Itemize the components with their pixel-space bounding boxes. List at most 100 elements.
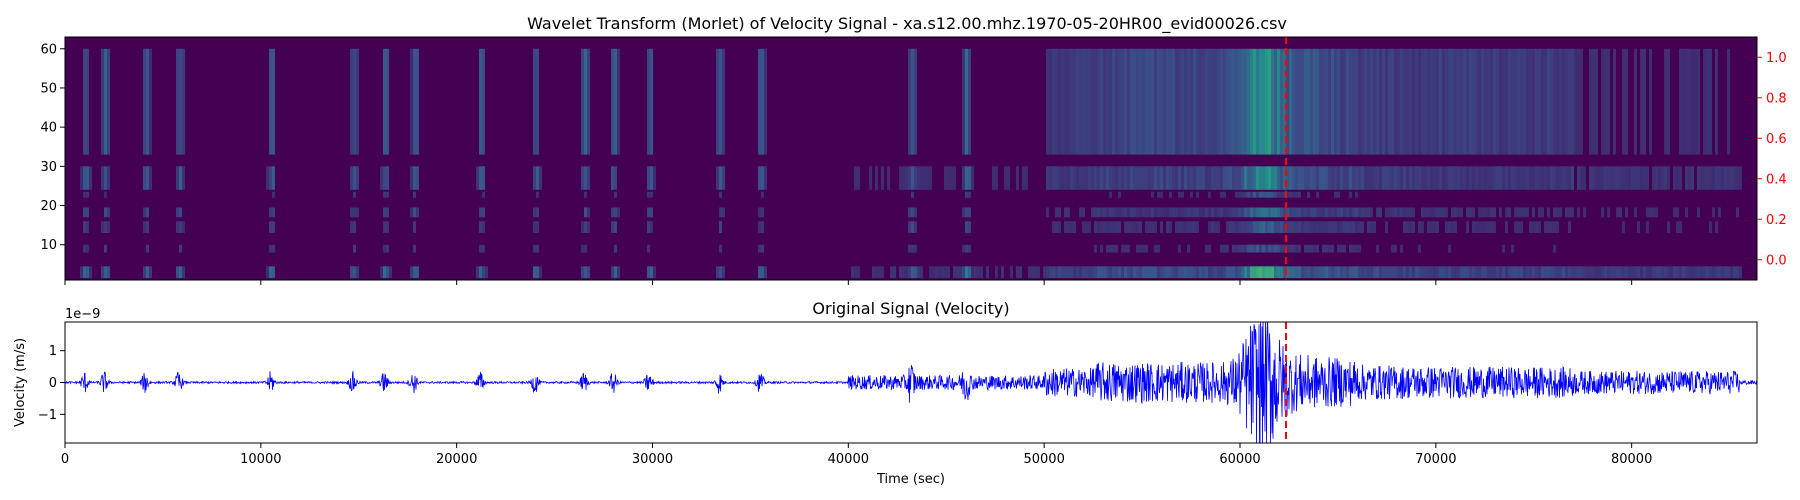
heatmap-cell — [350, 207, 353, 218]
heatmap-cell — [1571, 166, 1574, 190]
heatmap-cell — [1310, 244, 1313, 253]
heatmap-cell — [1073, 48, 1076, 155]
heatmap-cell — [1394, 207, 1397, 218]
wavelet-ytick-label: 10 — [40, 238, 57, 253]
heatmap-cell — [1160, 266, 1163, 279]
heatmap-cell — [1400, 244, 1403, 253]
heatmap-cell — [1499, 48, 1502, 155]
heatmap-cell — [1418, 244, 1421, 253]
heatmap-cell — [1076, 266, 1079, 279]
heatmap-cell — [1313, 244, 1316, 253]
wavelet-ytick-label: 50 — [40, 81, 57, 96]
heatmap-cell — [1244, 48, 1247, 155]
heatmap-cell — [1715, 48, 1718, 155]
heatmap-cell — [1139, 244, 1142, 253]
heatmap-cell — [584, 191, 587, 198]
heatmap-cell — [1271, 207, 1274, 218]
heatmap-cell — [107, 266, 110, 279]
heatmap-cell — [611, 166, 614, 190]
heatmap-cell — [1364, 207, 1367, 218]
heatmap-cell — [1622, 266, 1625, 279]
heatmap-cell — [1214, 207, 1217, 218]
heatmap-cell — [86, 48, 89, 155]
heatmap-cell — [722, 266, 725, 279]
heatmap-cell — [1217, 48, 1220, 155]
heatmap-cell — [107, 221, 110, 233]
heatmap-cell — [1670, 266, 1673, 279]
heatmap-cell — [386, 191, 389, 198]
heatmap-cell — [1355, 166, 1358, 190]
heatmap-cell — [647, 266, 650, 279]
heatmap-cell — [869, 166, 872, 190]
heatmap-cell — [899, 166, 902, 190]
heatmap-cell — [1517, 207, 1520, 218]
heatmap-cell — [1271, 48, 1274, 155]
heatmap-cell — [386, 266, 389, 279]
heatmap-cell — [1502, 48, 1505, 155]
heatmap-cell — [1070, 221, 1073, 233]
heatmap-cell — [1625, 207, 1628, 218]
heatmap-cell — [386, 221, 389, 233]
heatmap-cell — [533, 266, 536, 279]
heatmap-cell — [1016, 266, 1019, 279]
heatmap-cell — [1316, 221, 1319, 233]
heatmap-cell — [1634, 166, 1637, 190]
heatmap-cell — [1673, 207, 1676, 218]
heatmap-cell — [1688, 166, 1691, 190]
heatmap-cell — [1223, 48, 1226, 155]
heatmap-cell — [1532, 266, 1535, 279]
heatmap-cell — [1187, 221, 1190, 233]
signal-ytick-label: −1 — [38, 408, 57, 423]
heatmap-cell — [107, 166, 110, 190]
heatmap-cell — [911, 207, 914, 218]
heatmap-cell — [416, 207, 419, 218]
heatmap-cell — [413, 266, 416, 279]
heatmap-cell — [1082, 221, 1085, 233]
heatmap-cell — [1460, 166, 1463, 190]
heatmap-cell — [1553, 244, 1556, 253]
heatmap-cell — [1202, 266, 1205, 279]
heatmap-cell — [1268, 244, 1271, 253]
heatmap-cell — [350, 48, 353, 155]
heatmap-cell — [1349, 191, 1352, 198]
heatmap-cell — [1178, 191, 1181, 198]
heatmap-cell — [1451, 221, 1454, 233]
heatmap-cell — [647, 221, 650, 233]
heatmap-cell — [1100, 166, 1103, 190]
heatmap-cell — [1271, 266, 1274, 279]
heatmap-cell — [1730, 266, 1733, 279]
heatmap-cell — [1352, 266, 1355, 279]
heatmap-cell — [1238, 244, 1241, 253]
heatmap-cell — [1676, 166, 1679, 190]
heatmap-cell — [1577, 207, 1580, 218]
heatmap-cell — [914, 221, 917, 233]
heatmap-cell — [1334, 207, 1337, 218]
heatmap-cell — [479, 266, 482, 279]
heatmap-cell — [1265, 221, 1268, 233]
heatmap-cell — [1493, 266, 1496, 279]
heatmap-cell — [182, 221, 185, 233]
heatmap-cell — [1115, 48, 1118, 155]
heatmap-cell — [1283, 166, 1286, 190]
heatmap-cell — [1256, 244, 1259, 253]
heatmap-cell — [1115, 166, 1118, 190]
heatmap-cell — [584, 48, 587, 155]
heatmap-cell — [1331, 166, 1334, 190]
heatmap-cell — [1313, 266, 1316, 279]
heatmap-cell — [1265, 166, 1268, 190]
heatmap-cell — [1346, 166, 1349, 190]
heatmap-cell — [950, 166, 953, 190]
heatmap-cell — [1352, 48, 1355, 155]
heatmap-cell — [416, 48, 419, 155]
heatmap-cell — [1406, 266, 1409, 279]
heatmap-cell — [1091, 207, 1094, 218]
heatmap-cell — [1505, 221, 1508, 233]
heatmap-cell — [761, 48, 764, 155]
heatmap-cell — [1325, 207, 1328, 218]
heatmap-cell — [1220, 166, 1223, 190]
heatmap-cell — [1280, 48, 1283, 155]
heatmap-cell — [1448, 244, 1451, 253]
heatmap-cell — [83, 221, 86, 233]
heatmap-cell — [1232, 244, 1235, 253]
heatmap-cell — [1403, 48, 1406, 155]
